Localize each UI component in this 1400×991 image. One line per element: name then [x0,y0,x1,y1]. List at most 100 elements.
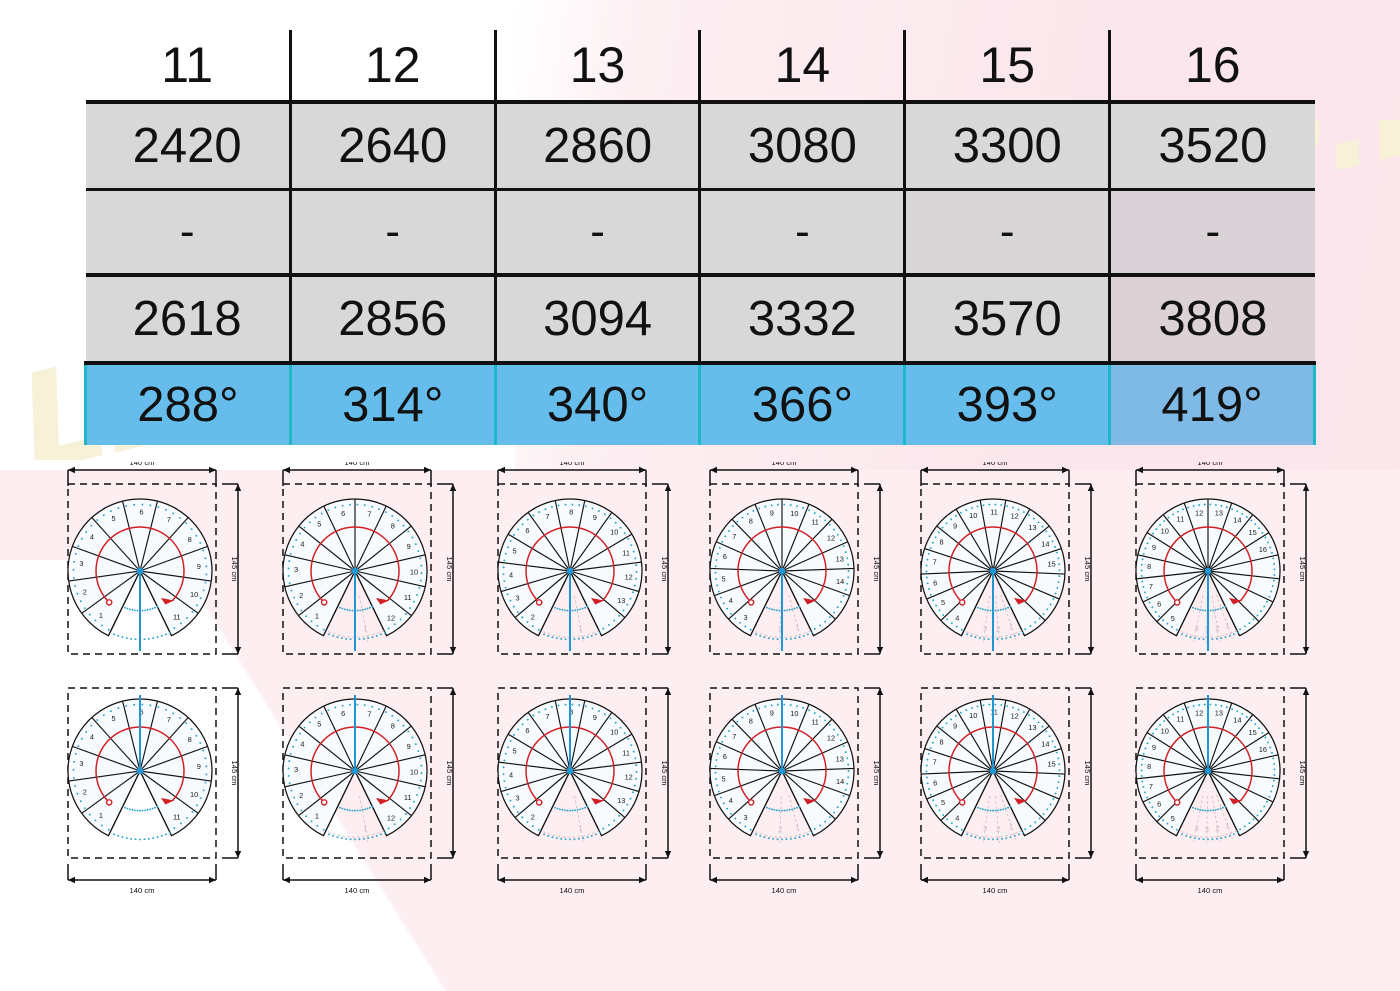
step-number-label: 4 [955,614,959,623]
ghost-step-label: 1 [364,626,368,633]
spiral-stair-diagram: 140 cm 145 cm 1 2 3 4 5 6 7 8 9 10 11 [67,462,242,655]
step-number-label: 12 [827,534,835,543]
step-number-label: 5 [721,775,725,784]
step-number-label: 10 [410,768,418,777]
step-number-label: 13 [617,596,625,605]
separator-cell-1: - [85,188,291,275]
diagram-cell-13-upper: 140 cm 145 cm 2 3 4 5 6 7 8 9 10 11 12 13 1 [480,462,692,680]
step-number-label: 9 [197,762,201,771]
ghost-step-label: 1 [796,624,800,631]
angle-cell-5: 393° [903,361,1110,445]
step-number-label: 9 [407,742,411,751]
diagram-cell-16-upper: 140 cm 145 cm 5 6 7 8 9 10 11 12 13 14 15 16 1 2 3 4 [1118,462,1330,680]
height-dimension-label: 145 cm [445,557,454,582]
step-number-label: 5 [941,798,945,807]
ghost-step-label: 1 [579,826,583,833]
step-number-label: 1 [315,612,319,621]
step-number-label: 4 [90,532,94,541]
step-number-label: 8 [940,538,944,547]
header-cell-1: 11 [161,37,214,93]
max-rise-cell-5: 3570 [903,273,1110,363]
header-cell-4: 14 [698,30,905,102]
separator-cell-4: - [698,188,905,275]
step-number-label: 11 [990,508,998,517]
step-number-label: 2 [531,612,535,621]
ghost-step-label: 2 [1215,626,1219,633]
step-number-label: 11 [404,593,412,602]
ghost-step-label: 1 [364,826,368,833]
step-number-label: 8 [1147,562,1151,571]
step-number-label: 7 [1149,582,1153,591]
ghost-step-label: 3 [983,826,987,833]
step-number-label: 9 [1152,743,1156,752]
step-number-label: 3 [79,759,83,768]
height-dimension-label: 145 cm [445,761,454,786]
ghost-step-label: 1 [1009,824,1013,831]
ghost-step-label: 1 [796,824,800,831]
ghost-step-label: 4 [1195,825,1199,832]
step-number-label: 14 [1041,539,1049,548]
step-number-label: 13 [1215,709,1223,718]
step-number-label: 6 [139,708,143,717]
width-dimension-label: 140 cm [130,462,155,467]
step-number-label: 2 [531,812,535,821]
height-dimension-label: 145 cm [872,557,881,582]
max-rise-cell-2: 2856 [288,273,496,363]
header-cell-6: 16 [1108,30,1315,102]
ghost-step-label: 2 [778,826,782,833]
step-number-label: 9 [407,542,411,551]
step-number-label: 8 [391,721,395,730]
step-number-label: 3 [515,594,519,603]
height-dimension-label: 145 cm [1298,557,1307,582]
step-number-label: 9 [770,708,774,717]
max-rise-cell-6: 3808 [1108,273,1315,363]
step-number-label: 6 [139,508,143,517]
width-dimension-label: 140 cm [130,886,155,895]
step-number-label: 5 [112,714,116,723]
width-dimension-label: 140 cm [772,462,797,467]
diagram-grid: 140 cm 145 cm 1 2 3 4 5 6 7 8 9 10 11 140 cm 145 cm 1 2 3… [0,462,1400,932]
step-number-label: 12 [1195,708,1203,717]
step-number-label: 3 [79,559,83,568]
step-number-label: 6 [723,752,727,761]
step-number-label: 13 [617,796,625,805]
ghost-step-label: 2 [1215,826,1219,833]
ghost-step-label: 4 [1195,625,1199,632]
step-number-label: 6 [525,726,529,735]
step-number-label: 12 [1011,512,1019,521]
step-number-label: 11 [404,793,412,802]
separator-cell-5: - [903,188,1110,275]
height-dimension-label: 145 cm [1083,761,1092,786]
step-number-label: 11 [173,613,181,622]
step-number-label: 1 [99,611,103,620]
width-dimension-label: 140 cm [772,886,797,895]
step-number-label: 12 [1195,508,1203,517]
step-number-label: 5 [721,575,725,584]
step-number-label: 6 [933,779,937,788]
step-number-label: 14 [836,577,844,586]
step-number-label: 4 [509,570,513,579]
ghost-step-label: 2 [996,626,1000,633]
step-number-label: 3 [515,794,519,803]
step-number-label: 1 [315,812,319,821]
step-number-label: 13 [836,554,844,563]
step-number-label: 10 [790,509,798,518]
step-number-label: 15 [1248,528,1256,537]
step-number-label: 2 [299,591,303,600]
step-number-label: 13 [1215,509,1223,518]
step-number-label: 14 [1233,715,1241,724]
diagram-cell-11-lower: 140 cm 145 cm 1 2 3 4 5 6 7 8 9 10 11 [50,684,262,902]
step-number-label: 8 [569,508,573,517]
step-number-label: 14 [836,777,844,786]
step-number-label: 9 [593,713,597,722]
step-number-label: 11 [811,518,819,527]
step-number-label: 10 [190,590,198,599]
step-number-label: 15 [1047,560,1055,569]
step-number-label: 4 [300,740,304,749]
step-number-label: 7 [732,732,736,741]
step-number-label: 7 [367,709,371,718]
step-number-label: 6 [525,526,529,535]
